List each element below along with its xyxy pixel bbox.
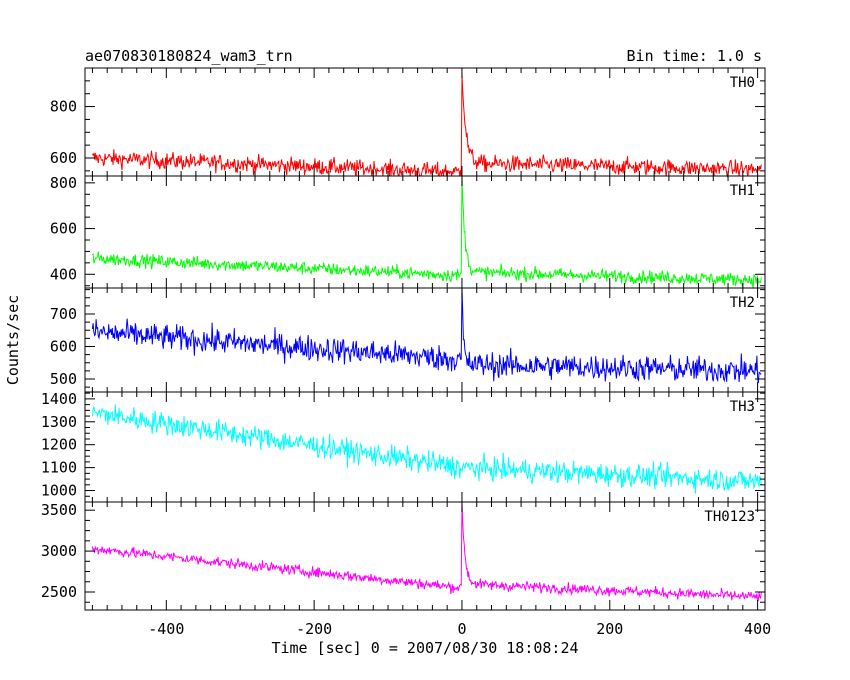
y-axis-title: Counts/sec [4, 295, 22, 385]
chart-title: ae070830180824_wam3_trn [85, 47, 293, 65]
x-tick-label: -200 [296, 620, 332, 638]
panel-frame-th0123 [84, 501, 766, 611]
panel-frame-th1 [84, 175, 766, 289]
series-line-th0 [91, 74, 762, 178]
series-line-th2 [91, 287, 762, 384]
panel-label-th0: TH0 [730, 75, 755, 91]
y-tick-label: 800 [50, 98, 77, 116]
panel-frame-th3 [84, 391, 766, 503]
y-tick-label: 1300 [41, 413, 77, 431]
x-tick-label: -400 [148, 620, 184, 638]
chart-panels: TH0 600 800 TH1 400 600 800 TH2 500 600 700 TH3 1000… [41, 67, 771, 638]
y-tick-label: 1100 [41, 459, 77, 477]
x-tick-label: 200 [596, 620, 623, 638]
y-tick-label: 2500 [41, 583, 77, 601]
y-tick-label: 1000 [41, 482, 77, 500]
series-line-th0123 [91, 502, 762, 601]
y-tick-label: 1200 [41, 436, 77, 454]
y-tick-label: 400 [50, 265, 77, 283]
y-tick-label: 3500 [41, 501, 77, 519]
panel-label-th0123: TH0123 [704, 509, 755, 525]
y-tick-label: 3000 [41, 542, 77, 560]
x-axis-title: Time [sec] 0 = 2007/08/30 18:08:24 [271, 639, 578, 657]
y-tick-label: 600 [50, 220, 77, 238]
series-line-th1 [92, 175, 762, 288]
y-tick-label: 500 [50, 370, 77, 388]
y-tick-label: 600 [50, 338, 77, 356]
series-line-th3 [91, 404, 762, 494]
panel-label-th2: TH2 [730, 295, 755, 311]
panel-label-th1: TH1 [730, 183, 755, 199]
bin-time-label: Bin time: 1.0 s [627, 47, 762, 65]
y-tick-label: 1400 [41, 390, 77, 408]
y-tick-label: 700 [50, 305, 77, 323]
panel-label-th3: TH3 [730, 399, 755, 415]
x-tick-label: 0 [457, 620, 466, 638]
y-tick-label: 800 [50, 174, 77, 192]
y-tick-label: 600 [50, 149, 77, 167]
x-tick-label: 400 [744, 620, 771, 638]
